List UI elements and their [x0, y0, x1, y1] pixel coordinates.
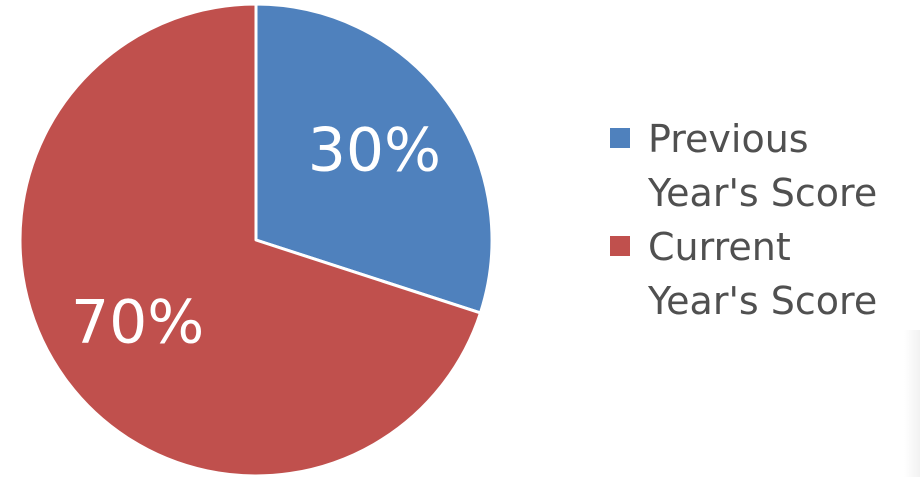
pie-slices [18, 2, 494, 477]
chart-legend: Previous Year's Score Current Year's Sco… [610, 112, 910, 328]
pie-labels: 30% 70% [71, 116, 441, 358]
legend-label-current: Current Year's Score [648, 225, 878, 323]
legend-swatch-previous [610, 128, 630, 148]
legend-item-current: Current Year's Score [610, 220, 910, 328]
legend-item-previous: Previous Year's Score [610, 112, 910, 220]
pie-label-current: 70% [71, 288, 204, 358]
legend-label-previous: Previous Year's Score [648, 117, 878, 215]
edge-shadow [904, 330, 920, 477]
pie-slice-previous [254, 2, 494, 315]
pie-slice-current [18, 2, 482, 477]
legend-swatch-current [610, 236, 630, 256]
pie-label-previous: 30% [308, 116, 441, 186]
